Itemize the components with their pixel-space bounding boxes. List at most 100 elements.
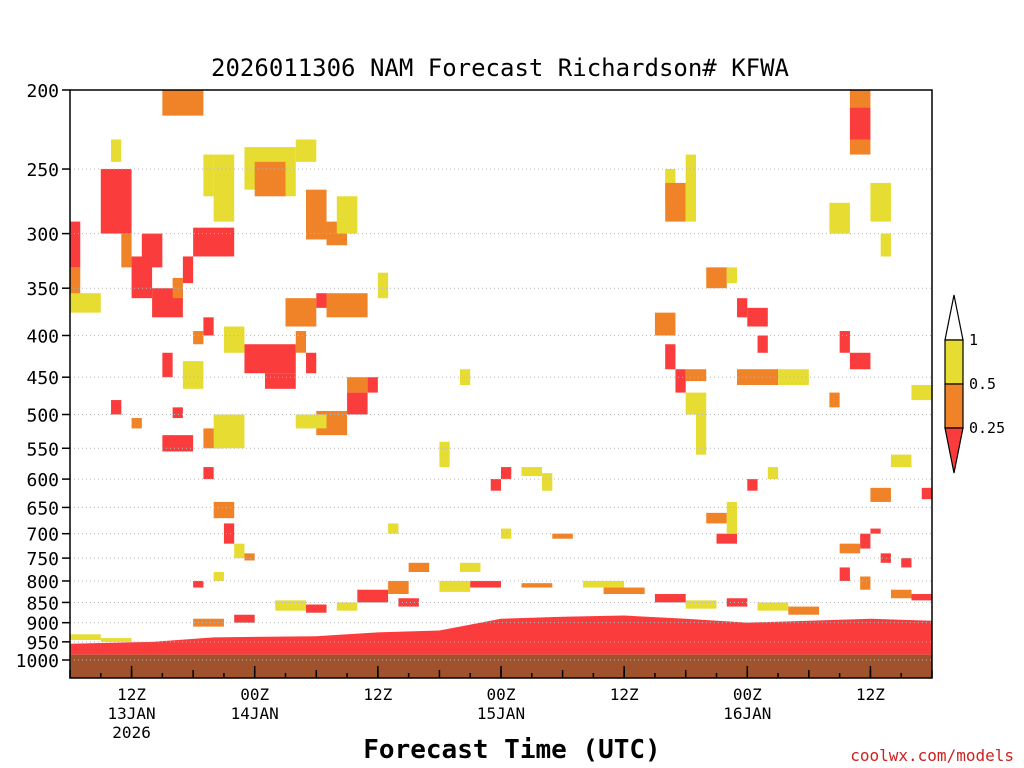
heatmap-cell xyxy=(911,384,932,401)
heatmap-cell xyxy=(552,533,573,539)
x-tick-label: 12Z xyxy=(363,685,392,704)
heatmap-cell xyxy=(203,467,214,480)
heatmap-cell xyxy=(316,293,327,308)
heatmap-cell xyxy=(162,90,204,116)
heatmap-cell xyxy=(388,523,399,534)
heatmap-cell xyxy=(706,512,727,524)
x-tick-label: 16JAN xyxy=(723,704,771,723)
heatmap-cell xyxy=(203,317,214,336)
heatmap-cell xyxy=(70,293,101,313)
heatmap-cell xyxy=(295,414,327,429)
heatmap-cell xyxy=(521,467,543,477)
heatmap-cell xyxy=(890,589,912,599)
heatmap-cell xyxy=(193,331,204,345)
x-tick-label: 14JAN xyxy=(231,704,279,723)
heatmap-cell xyxy=(685,600,717,609)
heatmap-cell xyxy=(182,361,204,389)
heatmap-cell xyxy=(70,634,101,640)
heatmap-cell xyxy=(264,373,296,389)
heatmap-cell xyxy=(737,298,748,318)
heatmap-cell xyxy=(306,604,327,613)
surface-layer-band xyxy=(70,615,932,655)
heatmap-cell xyxy=(490,479,501,491)
heatmap-cell xyxy=(757,602,789,611)
heatmap-cell xyxy=(367,377,378,393)
heatmap-cell xyxy=(162,435,194,452)
x-tick-label: 15JAN xyxy=(477,704,525,723)
heatmap-cell xyxy=(860,576,871,590)
heatmap-cell xyxy=(470,580,501,588)
heatmap-cell xyxy=(182,256,194,284)
heatmap-cell xyxy=(583,580,625,588)
x-axis-label: Forecast Time (UTC) xyxy=(363,735,660,765)
heatmap-cell xyxy=(675,369,686,393)
heatmap-cell xyxy=(285,298,317,327)
heatmap-cell xyxy=(213,414,245,449)
heatmap-cell xyxy=(921,487,932,500)
y-tick-label: 1000 xyxy=(16,651,59,672)
heatmap-cell xyxy=(70,267,81,308)
heatmap-cell xyxy=(234,614,255,623)
y-tick-label: 850 xyxy=(26,593,59,614)
heatmap-cell xyxy=(234,543,245,559)
heatmap-cell xyxy=(275,600,307,611)
legend-label: 0.5 xyxy=(969,375,996,393)
heatmap-cell xyxy=(295,331,307,353)
x-tick-label: 12Z xyxy=(117,685,146,704)
heatmap-cell xyxy=(70,221,81,268)
heatmap-cell xyxy=(223,523,235,544)
heatmap-cell xyxy=(849,107,871,140)
heatmap-cell xyxy=(285,147,296,197)
heatmap-cell xyxy=(398,598,419,607)
y-tick-label: 950 xyxy=(26,633,59,654)
heatmap-cell xyxy=(193,618,224,627)
legend-bin-orange xyxy=(944,383,964,429)
heatmap-cell xyxy=(654,312,676,336)
heatmap-cell xyxy=(111,400,122,415)
heatmap-cell xyxy=(880,553,891,563)
heatmap-cell xyxy=(244,553,255,561)
heatmap-cell xyxy=(726,598,748,607)
heatmap-cell xyxy=(747,479,758,491)
legend-label: 1 xyxy=(969,331,978,349)
y-tick-label: 900 xyxy=(26,614,59,635)
y-tick-label: 550 xyxy=(26,439,59,460)
legend-bin-white xyxy=(944,294,964,341)
heatmap-cell xyxy=(901,558,912,568)
x-tick-label: 12Z xyxy=(610,685,639,704)
heatmap-cell xyxy=(890,454,912,468)
x-tick-label: 00Z xyxy=(240,685,269,704)
heatmap-cell xyxy=(347,392,368,415)
heatmap-cell xyxy=(162,352,173,378)
y-tick-label: 450 xyxy=(26,368,59,389)
y-tick-label: 500 xyxy=(26,406,59,427)
axis-ticks: 200 250 300 350 400 450 500 550 600 650 700 7508008… xyxy=(16,81,933,742)
heatmap-cell xyxy=(213,572,224,581)
heatmap-cell xyxy=(121,233,132,268)
heatmap-cell xyxy=(654,594,686,603)
heatmap-cell xyxy=(870,182,891,222)
heatmap-cell xyxy=(213,154,235,222)
heatmap-cell xyxy=(100,169,132,234)
heatmap-cell xyxy=(757,335,768,353)
x-tick-label: 13JAN xyxy=(107,704,155,723)
heatmap-cell xyxy=(849,139,871,155)
x-tick-label: 00Z xyxy=(733,685,762,704)
y-tick-label: 650 xyxy=(26,498,59,519)
y-tick-label: 250 xyxy=(26,160,59,181)
heatmap-cell xyxy=(295,139,317,162)
heatmap-cell xyxy=(347,377,368,393)
heatmap-cell xyxy=(767,467,779,480)
heatmap-cell xyxy=(849,90,871,108)
heatmap-cell xyxy=(439,441,450,468)
heatmap-cell xyxy=(326,293,368,318)
heatmap-cell xyxy=(244,344,296,374)
y-tick-label: 200 xyxy=(26,81,59,102)
heatmap-cell xyxy=(388,580,409,595)
heatmap-cell xyxy=(336,196,358,234)
heatmap-cell xyxy=(737,369,779,385)
heatmap-cell xyxy=(172,407,183,419)
y-tick-label: 800 xyxy=(26,572,59,593)
heatmap-cell xyxy=(665,182,686,222)
